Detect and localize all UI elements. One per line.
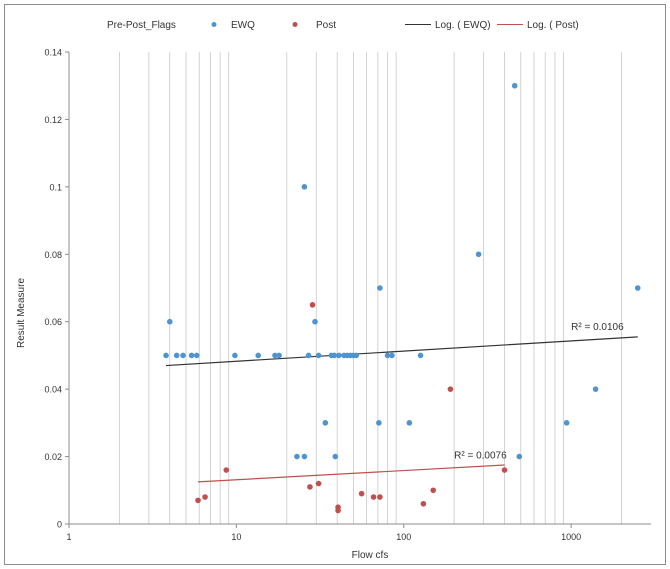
y-tick-label: 0.08: [44, 250, 62, 260]
point-ewq: [315, 352, 322, 359]
scatter-chart: Pre-Post_Flags EWQ Post Log. ( EWQ) Log.…: [16, 20, 651, 561]
x-tick-label: 1: [66, 532, 71, 542]
point-post: [307, 484, 313, 490]
point-post: [377, 494, 383, 500]
point-ewq: [516, 453, 523, 460]
x-tick-label: 1000: [561, 532, 581, 542]
y-tick-label: 0.12: [44, 115, 62, 125]
point-ewq: [180, 352, 186, 359]
legend-label-log-post: Log. ( Post): [527, 20, 579, 31]
point-post: [202, 494, 208, 500]
point-ewq: [173, 352, 180, 359]
point-ewq: [301, 453, 308, 460]
point-post: [358, 490, 365, 497]
point-ewq: [592, 386, 599, 392]
point-ewq: [475, 251, 482, 258]
legend: Pre-Post_Flags EWQ Post Log. ( EWQ) Log.…: [107, 20, 579, 31]
y-tick-label: 0.1: [49, 182, 62, 192]
point-ewq: [193, 352, 200, 359]
y-tick-label: 0: [57, 520, 62, 530]
y-tick-label: 0.04: [44, 385, 62, 395]
point-post: [195, 497, 201, 504]
point-ewq: [166, 318, 173, 325]
point-ewq: [511, 82, 518, 89]
trendline-post: [197, 464, 505, 483]
point-ewq: [332, 453, 339, 460]
point-ewq: [376, 420, 382, 426]
point-post: [501, 467, 508, 473]
point-ewq: [353, 352, 360, 359]
chart-frame: Pre-Post_Flags EWQ Post Log. ( EWQ) Log.…: [4, 4, 666, 565]
point-ewq: [563, 420, 570, 426]
point-ewq: [389, 352, 395, 359]
x-tick-label: 100: [396, 532, 411, 542]
legend-label-ewq: EWQ: [231, 20, 255, 31]
point-post: [309, 302, 316, 308]
legend-label-post: Post: [316, 20, 336, 31]
point-post: [335, 504, 341, 510]
point-post: [370, 494, 377, 500]
point-post: [430, 487, 437, 494]
y-axis-label: Result Measure: [16, 278, 27, 348]
y-tick-label: 0.06: [44, 317, 62, 327]
point-ewq: [406, 420, 413, 426]
point-ewq: [294, 453, 300, 460]
r-squared-label-ewq: R² = 0.0106: [571, 322, 624, 333]
legend-label-log-ewq: Log. ( EWQ): [435, 20, 491, 31]
point-ewq: [163, 352, 169, 359]
x-axis-label: Flow cfs: [352, 550, 389, 561]
legend-marker-ewq: [211, 22, 217, 27]
trendline-ewq: [166, 336, 638, 367]
r-squared-label-post: R² = 0.0076: [454, 450, 507, 461]
legend-marker-post: [292, 22, 298, 27]
point-ewq: [276, 352, 282, 359]
point-ewq: [336, 352, 342, 359]
point-ewq: [417, 352, 424, 359]
point-ewq: [322, 420, 329, 426]
point-post: [315, 480, 322, 487]
point-post: [223, 467, 230, 473]
point-ewq: [188, 352, 195, 359]
point-ewq: [312, 318, 318, 325]
point-ewq: [255, 352, 261, 359]
point-post: [447, 386, 454, 392]
point-ewq: [331, 352, 338, 359]
point-ewq: [377, 285, 383, 291]
point-ewq: [634, 285, 641, 291]
y-tick-label: 0.14: [44, 48, 62, 58]
point-post: [420, 500, 427, 507]
point-ewq: [301, 184, 308, 190]
point-ewq: [272, 352, 278, 359]
y-tick-label: 0.02: [44, 452, 62, 462]
point-ewq: [384, 352, 391, 359]
point-ewq: [232, 352, 238, 359]
point-ewq: [305, 352, 312, 359]
x-tick-label: 10: [231, 532, 241, 542]
legend-title: Pre-Post_Flags: [107, 20, 176, 31]
